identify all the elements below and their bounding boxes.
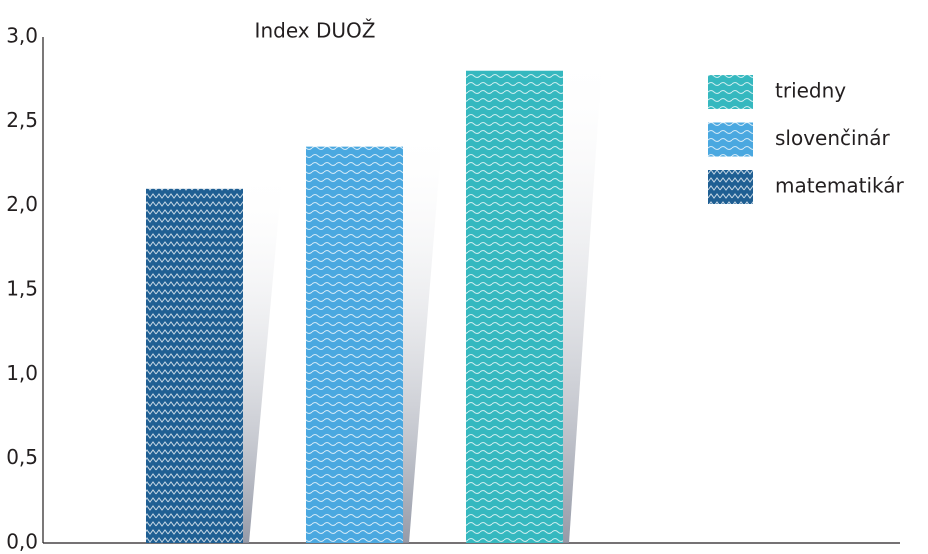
legend-swatch: [708, 170, 753, 204]
legend-swatch: [708, 75, 753, 109]
legend-label: matematikár: [775, 174, 905, 198]
legend-label: triedny: [775, 79, 846, 103]
y-tick-label: 1,0: [6, 361, 38, 385]
bar: [146, 188, 243, 544]
bar-shadow: [563, 48, 603, 543]
y-tick-label: 3,0: [6, 24, 38, 48]
bar-shadow: [243, 166, 283, 544]
bar: [306, 146, 403, 543]
legend-swatch: [708, 122, 753, 157]
y-tick-label: 2,5: [6, 108, 38, 132]
bar: [466, 70, 563, 543]
bar-shadow: [403, 124, 443, 543]
y-tick-label: 0,0: [6, 530, 38, 554]
chart-title: Index DUOŽ: [255, 19, 376, 43]
y-tick-label: 2,0: [6, 192, 38, 216]
y-tick-label: 0,5: [6, 445, 38, 469]
y-tick-label: 1,5: [6, 277, 38, 301]
legend-label: slovenčinár: [775, 126, 891, 150]
